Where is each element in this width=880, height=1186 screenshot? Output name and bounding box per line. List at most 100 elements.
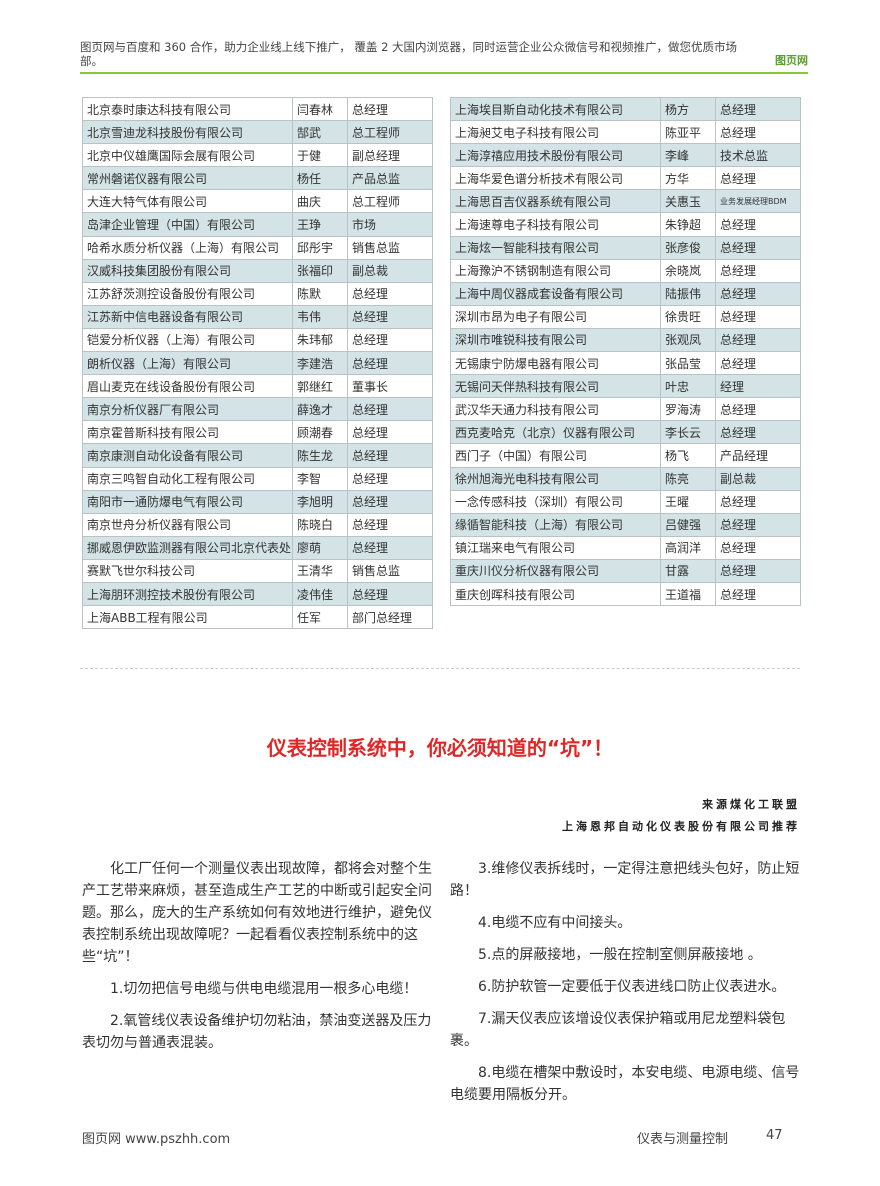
- cell-position: 市场: [347, 212, 433, 237]
- cell-person: 陈亚平: [660, 120, 716, 145]
- table-row: 西克麦哈克（北京）仪器有限公司 李长云 总经理: [450, 420, 801, 445]
- cell-person: 王道福: [660, 581, 716, 607]
- left-company-table: 北京泰时康达科技有限公司 闫春林 总经理 北京雪迪龙科技股份有限公司 郜武 总工程师 北京中…: [82, 96, 433, 630]
- cell-company: 上海淳禧应用技术股份有限公司: [450, 143, 661, 168]
- cell-position: 总经理: [715, 281, 801, 306]
- section-divider: [80, 668, 800, 669]
- cell-person: 陈生龙: [292, 443, 348, 468]
- table-row: 岛津企业管理（中国）有限公司 王琤 市场: [82, 212, 433, 237]
- cell-company: 北京泰时康达科技有限公司: [82, 96, 293, 122]
- article-paragraph: 8.电缆在槽架中敷设时，本安电缆、电源电缆、信号电缆要用隔板分开。: [450, 1065, 800, 1103]
- table-row: 深圳市唯锐科技有限公司 张观凤 总经理: [450, 327, 801, 353]
- cell-company: 一念传感科技（深圳）有限公司: [450, 489, 661, 514]
- cell-position: 经理: [715, 374, 801, 399]
- cell-position: 副总裁: [715, 466, 801, 491]
- cell-position: 总经理: [347, 420, 433, 445]
- table-row: 哈希水质分析仪器（上海）有限公司 邱彤宇 销售总监: [82, 235, 433, 260]
- cell-position: 总经理: [347, 535, 433, 560]
- cell-position: 总经理: [715, 212, 801, 237]
- cell-position: 业务发展经理BDM: [715, 189, 801, 214]
- cell-position: 总经理: [347, 397, 433, 422]
- table-row: 赛默飞世尔科技公司 王清华 销售总监: [82, 558, 433, 583]
- cell-company: 上海炫一智能科技有限公司: [450, 235, 661, 260]
- table-row: 深圳市昂为电子有限公司 徐贵旺 总经理: [450, 304, 801, 329]
- cell-company: 无锡康宁防爆电器有限公司: [450, 351, 661, 376]
- cell-position: 总经理: [347, 96, 433, 122]
- article-column-left: 化工厂任何一个测量仪表出现故障，都将会对整个生产工艺带来麻烦，甚至造成生产工艺的…: [82, 858, 432, 1064]
- table-row: 南阳市一通防爆电气有限公司 李旭明 总经理: [82, 489, 433, 514]
- header-banner: 图页网与百度和 360 合作，助力企业线上线下推广， 覆盖 2 大国内浏览器，同…: [80, 40, 808, 68]
- cell-person: 王曜: [660, 489, 716, 514]
- cell-company: 武汉华天通力科技有限公司: [450, 397, 661, 422]
- cell-person: 郭继红: [292, 374, 348, 399]
- cell-position: 总经理: [715, 258, 801, 283]
- cell-position: 总工程师: [347, 120, 433, 145]
- cell-position: 总经理: [347, 512, 433, 537]
- cell-position: 总经理: [715, 420, 801, 445]
- cell-position: 销售总监: [347, 558, 433, 583]
- cell-company: 重庆创晖科技有限公司: [450, 581, 661, 607]
- cell-person: 叶忠: [660, 374, 716, 399]
- cell-person: 徐贵旺: [660, 304, 716, 329]
- cell-person: 李峰: [660, 143, 716, 168]
- article-paragraph: 6.防护软管一定要低于仪表进线口防止仪表进水。: [478, 979, 786, 995]
- cell-company: 北京中仪雄鹰国际会展有限公司: [82, 143, 293, 168]
- table-row: 缘循智能科技（上海）有限公司 吕健强 总经理: [450, 512, 801, 537]
- cell-person: 薛逸才: [292, 397, 348, 422]
- table-row: 大连大特气体有限公司 曲庆 总工程师: [82, 189, 433, 214]
- cell-position: 总经理: [715, 351, 801, 376]
- cell-person: 罗海涛: [660, 397, 716, 422]
- cell-person: 李智: [292, 466, 348, 491]
- table-row: 上海中周仪器成套设备有限公司 陆振伟 总经理: [450, 281, 801, 306]
- cell-company: 朗析仪器（上海）有限公司: [82, 351, 293, 376]
- cell-company: 重庆川仪分析仪器有限公司: [450, 558, 661, 583]
- cell-company: 常州磐诺仪器有限公司: [82, 166, 293, 191]
- cell-position: 总经理: [347, 327, 433, 353]
- table-row: 无锡康宁防爆电器有限公司 张品莹 总经理: [450, 351, 801, 376]
- cell-person: 杨任: [292, 166, 348, 191]
- cell-company: 上海埃目斯自动化技术有限公司: [450, 96, 661, 122]
- cell-person: 廖萌: [292, 535, 348, 560]
- table-row: 上海炫一智能科技有限公司 张彦俊 总经理: [450, 235, 801, 260]
- header-divider: [80, 72, 808, 74]
- cell-company: 镇江瑞来电气有限公司: [450, 535, 661, 560]
- cell-person: 闫春林: [292, 96, 348, 122]
- article-recommender: 上海恩邦自动化仪表股份有限公司推荐: [562, 820, 800, 833]
- cell-position: 总经理: [347, 443, 433, 468]
- table-row: 上海速尊电子科技有限公司 朱铮超 总经理: [450, 212, 801, 237]
- cell-company: 汉威科技集团股份有限公司: [82, 258, 293, 283]
- cell-person: 曲庆: [292, 189, 348, 214]
- cell-person: 关惠玉: [660, 189, 716, 214]
- cell-position: 销售总监: [347, 235, 433, 260]
- table-row: 上海昶艾电子科技有限公司 陈亚平 总经理: [450, 120, 801, 145]
- cell-position: 总经理: [715, 397, 801, 422]
- table-row: 西门子（中国）有限公司 杨飞 产品经理: [450, 443, 801, 468]
- cell-company: 西克麦哈克（北京）仪器有限公司: [450, 420, 661, 445]
- cell-position: 副总经理: [347, 143, 433, 168]
- table-row: 常州磐诺仪器有限公司 杨任 产品总监: [82, 166, 433, 191]
- table-row: 无锡问天伴热科技有限公司 叶忠 经理: [450, 374, 801, 399]
- cell-company: 南京康测自动化设备有限公司: [82, 443, 293, 468]
- cell-company: 上海昶艾电子科技有限公司: [450, 120, 661, 145]
- cell-position: 总经理: [715, 512, 801, 537]
- table-row: 重庆创晖科技有限公司 王道福 总经理: [450, 581, 801, 607]
- cell-person: 张福印: [292, 258, 348, 283]
- table-row: 南京三鸣智自动化工程有限公司 李智 总经理: [82, 466, 433, 491]
- cell-position: 总经理: [715, 235, 801, 260]
- cell-position: 总经理: [715, 120, 801, 145]
- cell-person: 朱铮超: [660, 212, 716, 237]
- cell-company: 深圳市唯锐科技有限公司: [450, 327, 661, 353]
- table-row: 眉山麦克在线设备股份有限公司 郭继红 董事长: [82, 374, 433, 399]
- cell-position: 部门总经理: [347, 605, 433, 630]
- cell-person: 李旭明: [292, 489, 348, 514]
- cell-position: 总经理: [347, 581, 433, 607]
- cell-person: 李建浩: [292, 351, 348, 376]
- cell-position: 董事长: [347, 374, 433, 399]
- cell-company: 上海朋环测控技术股份有限公司: [82, 581, 293, 607]
- cell-person: 邱彤宇: [292, 235, 348, 260]
- cell-person: 张观凤: [660, 327, 716, 353]
- cell-company: 无锡问天伴热科技有限公司: [450, 374, 661, 399]
- cell-person: 张品莹: [660, 351, 716, 376]
- cell-company: 上海中周仪器成套设备有限公司: [450, 281, 661, 306]
- footer-magazine: 仪表与测量控制: [637, 1132, 729, 1147]
